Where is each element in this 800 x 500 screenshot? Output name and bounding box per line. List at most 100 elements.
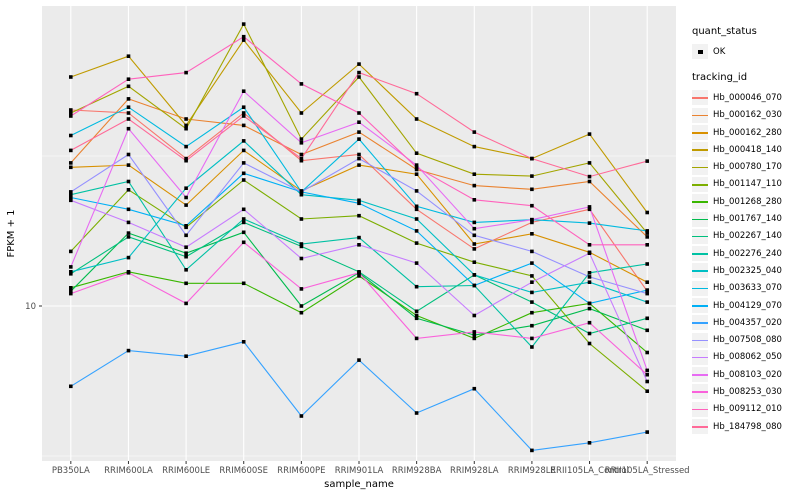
line-swatch-icon xyxy=(692,90,708,106)
legend-item-Hb_004357_020[interactable]: Hb_004357_020 xyxy=(692,314,798,331)
legend-item-label: Hb_000418_140 xyxy=(713,144,782,155)
data-point xyxy=(357,130,361,134)
data-point xyxy=(645,372,649,377)
data-point xyxy=(241,230,246,235)
line-swatch-icon xyxy=(692,401,708,417)
data-point xyxy=(414,117,419,121)
data-point xyxy=(414,172,419,176)
data-point xyxy=(184,354,188,358)
data-point xyxy=(184,254,188,259)
legend-item-label: Hb_000162_280 xyxy=(713,127,782,138)
legend-item-Hb_004129_070[interactable]: Hb_004129_070 xyxy=(692,297,798,314)
y-axis-title: FPKM + 1 xyxy=(6,209,17,257)
legend-item-Hb_002267_140[interactable]: Hb_002267_140 xyxy=(692,228,798,245)
legend-panel: quant_status OK tracking_id Hb_000046_07… xyxy=(692,26,798,435)
data-point xyxy=(414,217,419,221)
legend-item-Hb_184798_080[interactable]: Hb_184798_080 xyxy=(692,418,798,435)
data-point xyxy=(645,235,649,239)
data-point xyxy=(414,316,419,321)
data-point xyxy=(472,247,477,251)
data-point xyxy=(472,183,477,188)
data-point xyxy=(414,91,419,96)
legend-item-Hb_003633_070[interactable]: Hb_003633_070 xyxy=(692,280,798,297)
data-point xyxy=(299,287,304,291)
data-point xyxy=(126,348,131,353)
data-point xyxy=(184,245,188,249)
data-point xyxy=(126,111,131,115)
legend-item-Hb_000046_070[interactable]: Hb_000046_070 xyxy=(692,89,798,106)
legend-item-Hb_002325_040[interactable]: Hb_002325_040 xyxy=(692,262,798,279)
legend-item-label: Hb_002325_040 xyxy=(713,265,782,276)
legend-item-Hb_002276_240[interactable]: Hb_002276_240 xyxy=(692,245,798,262)
data-point xyxy=(126,231,131,235)
line-swatch-icon xyxy=(692,176,708,192)
legend-item-label: Hb_002276_240 xyxy=(713,248,782,259)
data-point xyxy=(184,156,188,161)
data-point xyxy=(414,261,419,265)
data-point xyxy=(299,137,304,141)
line-swatch-icon xyxy=(692,159,708,175)
data-point xyxy=(241,22,246,26)
legend-item-Hb_001767_140[interactable]: Hb_001767_140 xyxy=(692,210,798,227)
data-point xyxy=(530,249,534,254)
legend-item-label: Hb_008062_050 xyxy=(713,352,782,363)
data-point xyxy=(587,331,592,336)
data-point xyxy=(126,77,131,81)
data-point xyxy=(184,268,188,272)
series-points-Hb_000780_170 xyxy=(69,22,649,235)
data-point xyxy=(357,213,361,218)
x-tick-label-RRIM928LE: RRIM928LE xyxy=(508,466,556,476)
legend-item-label: Hb_009112_010 xyxy=(713,404,782,415)
data-point xyxy=(184,224,188,228)
data-point xyxy=(472,198,477,202)
series-points-Hb_007508_080 xyxy=(69,152,649,296)
data-point xyxy=(530,310,534,315)
legend-item-Hb_008103_020[interactable]: Hb_008103_020 xyxy=(692,366,798,383)
data-point xyxy=(587,161,592,165)
data-point xyxy=(184,301,188,306)
legend-item-Hb_001147_110[interactable]: Hb_001147_110 xyxy=(692,176,798,193)
legend-item-Hb_007508_080[interactable]: Hb_007508_080 xyxy=(692,331,798,348)
data-point xyxy=(126,271,131,275)
data-point xyxy=(645,262,649,266)
data-point xyxy=(357,152,361,157)
legend-item-ok[interactable]: OK xyxy=(692,43,798,60)
data-point xyxy=(530,217,534,222)
legend-title-quant-status: quant_status xyxy=(692,26,757,37)
data-point xyxy=(414,163,419,167)
data-point xyxy=(69,165,73,170)
data-point xyxy=(299,242,304,246)
data-point xyxy=(530,261,534,265)
legend-item-Hb_008062_050[interactable]: Hb_008062_050 xyxy=(692,349,798,366)
data-point xyxy=(472,226,477,231)
data-point xyxy=(241,38,246,42)
data-point xyxy=(184,195,188,200)
data-point xyxy=(299,158,304,163)
data-point xyxy=(645,368,649,373)
data-point xyxy=(299,82,304,86)
legend-item-Hb_009112_010[interactable]: Hb_009112_010 xyxy=(692,401,798,418)
x-tick-label-RRIM600SE: RRIM600SE xyxy=(219,466,268,476)
line-swatch-icon xyxy=(692,419,708,435)
data-point xyxy=(126,152,131,157)
data-point xyxy=(587,205,592,209)
data-point xyxy=(126,84,131,89)
data-point xyxy=(241,207,246,212)
data-point xyxy=(69,249,73,254)
x-axis-title: sample_name xyxy=(324,479,394,490)
data-point xyxy=(645,243,649,247)
data-point xyxy=(241,114,246,118)
legend-item-Hb_000418_140[interactable]: Hb_000418_140 xyxy=(692,141,798,158)
legend-item-Hb_008253_030[interactable]: Hb_008253_030 xyxy=(692,383,798,400)
data-point xyxy=(69,108,73,112)
data-point xyxy=(126,255,131,260)
legend-item-Hb_000162_030[interactable]: Hb_000162_030 xyxy=(692,107,798,124)
legend-item-Hb_000162_280[interactable]: Hb_000162_280 xyxy=(692,124,798,141)
legend-item-label: Hb_007508_080 xyxy=(713,335,782,346)
legend-item-Hb_001268_280[interactable]: Hb_001268_280 xyxy=(692,193,798,210)
x-tick-label-RRIM928BA: RRIM928BA xyxy=(392,466,442,476)
data-point xyxy=(299,192,304,197)
legend-item-Hb_000780_170[interactable]: Hb_000780_170 xyxy=(692,158,798,175)
data-point xyxy=(530,448,534,453)
data-point xyxy=(241,281,246,286)
